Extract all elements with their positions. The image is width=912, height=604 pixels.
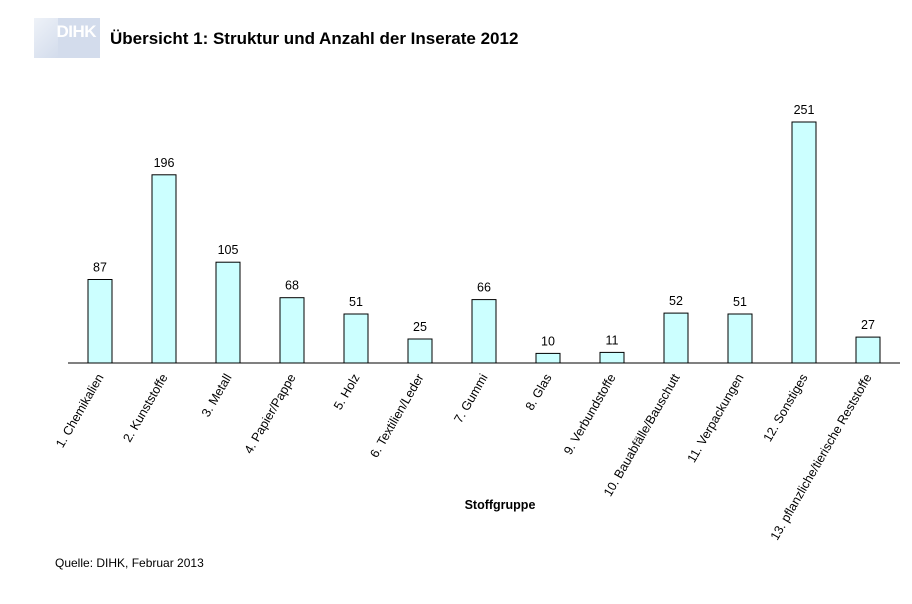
value-label-1: 87: [93, 261, 107, 275]
value-label-4: 68: [285, 279, 299, 293]
value-label-5: 51: [349, 295, 363, 309]
value-label-6: 25: [413, 320, 427, 334]
source-note: Quelle: DIHK, Februar 2013: [55, 556, 204, 570]
bar-13: [855, 336, 881, 364]
value-label-7: 66: [477, 281, 491, 295]
bar-4: [279, 297, 305, 364]
bars-group: [87, 121, 881, 364]
category-label-6: 6. Textilien/Leder: [367, 372, 426, 461]
bar-12: [791, 121, 817, 364]
bar-5: [343, 313, 369, 364]
x-axis-title: Stoffgruppe: [465, 498, 536, 512]
category-label-10: 10. Bauabfälle/Bauschutt: [601, 371, 683, 499]
bar-10: [663, 312, 689, 364]
category-label-5: 5. Holz: [331, 372, 363, 413]
bar-7: [471, 299, 497, 364]
bar-2: [151, 174, 177, 364]
bar-3: [215, 261, 241, 364]
value-label-2: 196: [154, 156, 175, 170]
value-label-9: 11: [606, 333, 619, 347]
category-label-1: 1. Chemikalien: [53, 371, 106, 450]
category-label-11: 11. Verpackungen: [685, 371, 747, 465]
category-labels-group: 1. Chemikalien 2. Kunststoffe 3. Metall 4. …: [53, 371, 874, 543]
logo-text: DIHK: [56, 22, 96, 41]
value-labels-group: 87 196 105 68 51 25 66 10 11 52 51 251 27: [93, 103, 875, 348]
value-label-13: 27: [861, 318, 875, 332]
page-title: Übersicht 1: Struktur und Anzahl der Ins…: [110, 29, 519, 48]
bar-11: [727, 313, 753, 364]
category-label-4: 4. Papier/Pappe: [242, 371, 299, 456]
category-label-12: 12. Sonstiges: [761, 372, 811, 445]
value-label-8: 10: [541, 334, 555, 348]
bar-1: [87, 279, 113, 364]
category-label-2: 2. Kunststoffe: [120, 371, 170, 444]
value-label-3: 105: [218, 243, 239, 257]
bar-8: [535, 352, 561, 364]
value-label-10: 52: [669, 294, 683, 308]
dihk-logo: DIHK: [34, 18, 100, 58]
value-label-12: 251: [794, 103, 815, 117]
category-label-7: 7. Gummi: [451, 372, 490, 426]
bar-6: [407, 338, 433, 364]
category-label-9: 9. Verbundstoffe: [561, 371, 619, 457]
logo-mark: [34, 18, 58, 58]
value-label-11: 51: [733, 295, 747, 309]
category-label-3: 3. Metall: [199, 372, 235, 420]
category-label-8: 8. Glas: [523, 372, 555, 413]
bar-9: [599, 351, 625, 364]
